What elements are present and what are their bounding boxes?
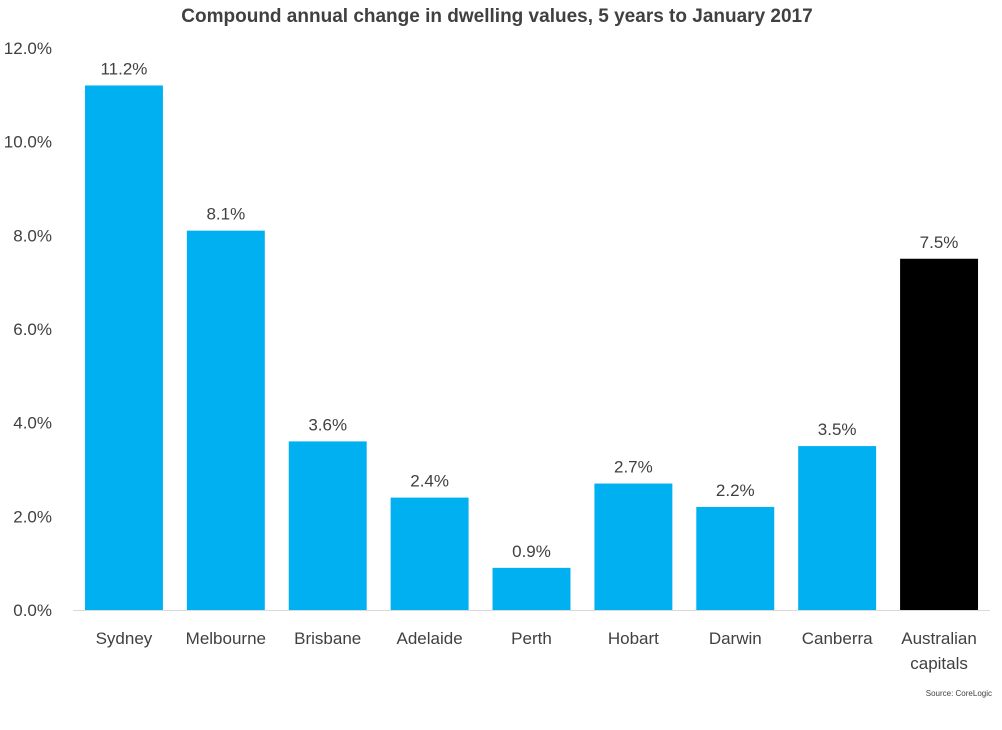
- bar: [492, 567, 571, 610]
- x-tick-label: Hobart: [608, 629, 659, 648]
- data-label: 11.2%: [100, 59, 147, 78]
- x-tick-label: Australian capitals: [901, 629, 977, 673]
- bar: [186, 230, 265, 610]
- source-note: Source: CoreLogic: [926, 689, 992, 698]
- bar: [84, 85, 163, 610]
- y-tick-label: 6.0%: [13, 320, 52, 339]
- y-tick-label: 8.0%: [13, 226, 52, 245]
- bar: [696, 506, 775, 610]
- chart-title: Compound annual change in dwelling value…: [181, 6, 812, 27]
- bar: [288, 441, 367, 610]
- bar: [798, 446, 877, 610]
- data-label: 2.4%: [410, 472, 449, 491]
- y-axis: 0.0% 2.0% 4.0% 6.0% 8.0% 10.0% 12.0%: [4, 39, 52, 620]
- x-tick-label: Canberra: [802, 629, 873, 648]
- y-tick-label: 2.0%: [13, 507, 52, 526]
- data-label: 7.5%: [920, 233, 959, 252]
- x-tick-label: Darwin: [709, 629, 762, 648]
- x-tick-label: Perth: [511, 629, 552, 648]
- y-tick-label: 4.0%: [13, 414, 52, 433]
- x-axis: Sydney Melbourne Brisbane Adelaide Perth Hoba…: [73, 610, 990, 673]
- y-tick-label: 0.0%: [13, 601, 52, 620]
- data-label: 0.9%: [512, 542, 551, 561]
- data-label: 2.7%: [614, 458, 653, 477]
- x-tick-label: Melbourne: [186, 629, 266, 648]
- x-tick-label: Adelaide: [397, 629, 463, 648]
- bar: [900, 258, 979, 610]
- bar: [390, 497, 469, 610]
- data-label: 3.6%: [308, 415, 347, 434]
- data-label: 3.5%: [818, 420, 857, 439]
- y-tick-label: 10.0%: [4, 133, 52, 152]
- bars-group: [84, 85, 979, 610]
- bar: [594, 483, 673, 610]
- x-tick-label: Brisbane: [294, 629, 361, 648]
- y-tick-label: 12.0%: [4, 39, 52, 58]
- data-label: 8.1%: [206, 205, 245, 224]
- data-label: 2.2%: [716, 481, 755, 500]
- data-labels-group: 11.2% 8.1% 3.6% 2.4% 0.9% 2.7% 2.2% 3.5% 7.5%: [100, 59, 958, 560]
- x-tick-label: Sydney: [96, 629, 153, 648]
